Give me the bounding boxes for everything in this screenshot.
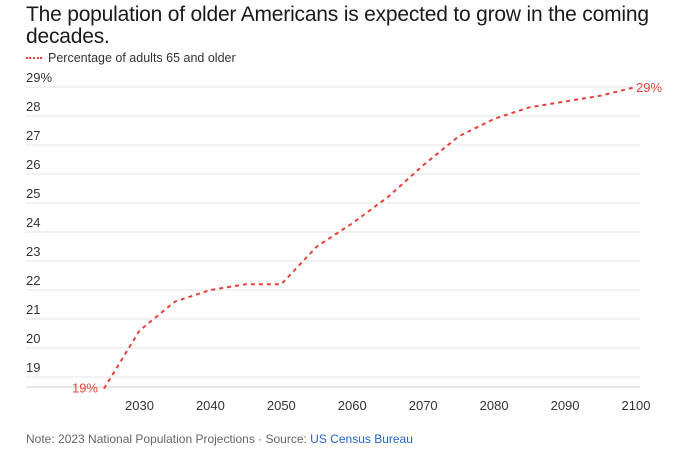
y-tick-label-24: 24 bbox=[26, 215, 40, 230]
y-axis-ticks: 19 20 21 22 23 24 25 26 27 28 29% bbox=[26, 70, 52, 375]
series-lines bbox=[103, 86, 637, 390]
y-tick-label-26: 26 bbox=[26, 157, 40, 172]
y-tick-label-29: 29% bbox=[26, 70, 52, 85]
annotations: 19% 29% bbox=[72, 80, 662, 396]
x-tick-label-2070: 2070 bbox=[409, 398, 438, 413]
x-tick-label-2030: 2030 bbox=[125, 398, 154, 413]
line-chart: 19 20 21 22 23 24 25 26 27 28 29% 2030 2040 2050 2060… bbox=[26, 70, 662, 413]
annotation-19pct: 19% bbox=[72, 381, 98, 396]
x-tick-label-2040: 2040 bbox=[196, 398, 225, 413]
y-tick-label-22: 22 bbox=[26, 273, 40, 288]
series-line-0 bbox=[103, 86, 637, 390]
note-text: Note: 2023 National Population Projectio… bbox=[26, 432, 311, 446]
source-link[interactable]: US Census Bureau bbox=[310, 432, 413, 446]
x-tick-label-2080: 2080 bbox=[480, 398, 509, 413]
x-axis-ticks: 2030 2040 2050 2060 2070 2080 2090 2100 bbox=[125, 398, 650, 413]
legend-swatch bbox=[26, 57, 42, 59]
gridlines bbox=[26, 86, 640, 388]
x-tick-label-2050: 2050 bbox=[267, 398, 296, 413]
y-tick-label-27: 27 bbox=[26, 128, 40, 143]
x-tick-label-2060: 2060 bbox=[338, 398, 367, 413]
x-tick-label-2090: 2090 bbox=[551, 398, 580, 413]
annotation-29pct: 29% bbox=[636, 80, 662, 95]
footer-note: Note: 2023 National Population Projectio… bbox=[26, 432, 413, 446]
legend-label: Percentage of adults 65 and older bbox=[48, 51, 236, 65]
y-tick-label-19: 19 bbox=[26, 360, 40, 375]
y-tick-label-23: 23 bbox=[26, 244, 40, 259]
y-tick-label-20: 20 bbox=[26, 331, 40, 346]
x-tick-label-2100: 2100 bbox=[622, 398, 651, 413]
y-tick-label-25: 25 bbox=[26, 186, 40, 201]
y-tick-label-21: 21 bbox=[26, 302, 40, 317]
legend: Percentage of adults 65 and older bbox=[26, 51, 236, 65]
y-tick-label-28: 28 bbox=[26, 99, 40, 114]
chart-title: The population of older Americans is exp… bbox=[26, 3, 649, 48]
